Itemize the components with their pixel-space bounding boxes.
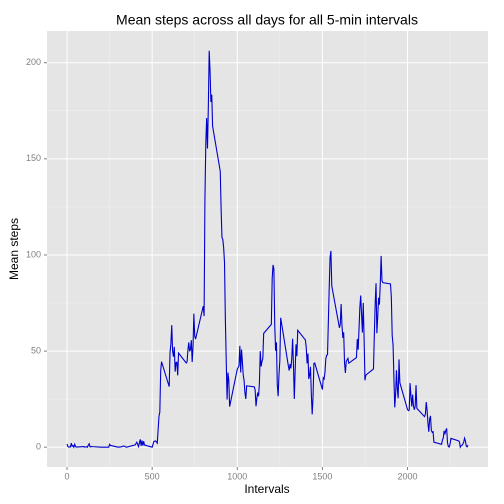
data-line [66,50,469,449]
chart-title: Mean steps across all days for all 5-min… [116,12,418,28]
panel [47,31,488,467]
x-tick-label: 2000 [398,471,418,481]
x-axis-title: Intervals [244,482,289,496]
y-tick-label: 150 [26,153,41,163]
x-tick-label: 500 [145,471,160,481]
y-tick-label: 100 [26,249,41,259]
x-tick-label: 1500 [312,471,332,481]
y-tick-label: 0 [36,442,41,452]
y-axis-title: Mean steps [7,218,21,280]
x-tick-label: 0 [65,471,70,481]
y-tick-label: 50 [31,345,41,355]
y-tick-label: 200 [26,57,41,67]
x-tick-label: 1000 [227,471,247,481]
